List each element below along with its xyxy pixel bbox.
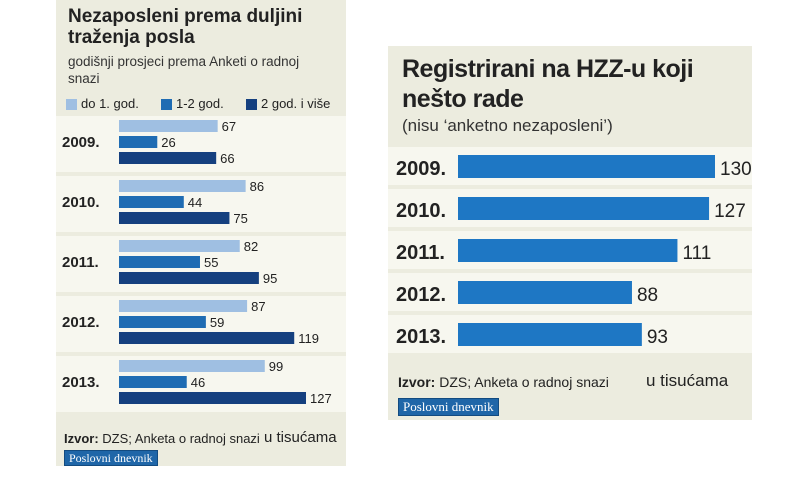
- left-unit-label: u tisućama: [264, 429, 337, 446]
- bar-value-label: 87: [251, 299, 265, 314]
- bar: [458, 155, 715, 178]
- legend-label: do 1. god.: [81, 96, 139, 111]
- left-source: Izvor: DZS; Anketa o radnoj snazi: [64, 431, 260, 446]
- right-chart-subtitle: (nisu ‘anketno nezaposleni’): [402, 116, 613, 135]
- bar: [119, 300, 248, 312]
- bar: [458, 197, 710, 220]
- left-bar-chart: 67 26 66 2009. 86 44 75 2010. 82 55 95 2011. 87 59 119…: [56, 116, 346, 412]
- bar: [458, 281, 632, 304]
- right-chart-panel: Registrirani na HZZ-u koji nešto rade (n…: [388, 46, 752, 420]
- bar-value-label: 99: [269, 359, 283, 374]
- source-text: DZS; Anketa o radnoj snazi: [435, 374, 609, 390]
- bar: [119, 196, 184, 208]
- bar-value-label: 127: [714, 201, 746, 222]
- bar-value-label: 119: [298, 331, 319, 346]
- bar-value-label: 111: [682, 243, 711, 264]
- bar-value-label: 26: [161, 135, 175, 150]
- bar: [119, 392, 306, 404]
- category-label: 2009.: [396, 158, 446, 180]
- category-label: 2012.: [62, 314, 100, 331]
- bar: [458, 323, 642, 346]
- right-unit-label: u tisućama: [646, 371, 729, 390]
- bar-value-label: 88: [637, 285, 658, 306]
- bar-value-label: 59: [210, 315, 224, 330]
- bar-value-label: 75: [233, 211, 247, 226]
- bar: [119, 256, 200, 268]
- bar: [119, 272, 259, 284]
- right-bar-chart: 130 2009. 127 2010. 111 2011. 88 2012. 93 2013.: [388, 147, 752, 353]
- bar-value-label: 55: [204, 255, 218, 270]
- legend-swatch-mid: [161, 99, 172, 110]
- bar: [119, 376, 187, 388]
- left-chart-subtitle: godišnji prosjeci prema Anketi o radnoj …: [68, 54, 300, 86]
- bar: [119, 152, 217, 164]
- category-label: 2013.: [396, 326, 446, 348]
- bar: [119, 180, 246, 192]
- bar-value-label: 67: [222, 119, 236, 134]
- left-chart-legend: do 1. god. 1-2 god. 2 god. i više: [66, 96, 346, 112]
- bar: [119, 240, 240, 252]
- category-label: 2011.: [396, 242, 445, 264]
- right-publisher-logo: Poslovni dnevnik: [398, 398, 499, 416]
- bar-value-label: 86: [250, 179, 264, 194]
- category-label: 2013.: [62, 374, 100, 391]
- legend-label: 2 god. i više: [261, 96, 331, 111]
- bar-value-label: 44: [188, 195, 202, 210]
- bar-value-label: 130: [720, 159, 752, 180]
- category-label: 2009.: [62, 134, 100, 151]
- bar-value-label: 93: [647, 327, 668, 348]
- bar: [119, 136, 158, 148]
- legend-swatch-dark: [246, 99, 257, 110]
- source-text: DZS; Anketa o radnoj snazi: [98, 431, 260, 446]
- bar: [119, 360, 265, 372]
- source-prefix: Izvor:: [64, 431, 99, 446]
- bar-value-label: 82: [244, 239, 258, 254]
- category-label: 2011.: [62, 254, 99, 271]
- right-source: Izvor: DZS; Anketa o radnoj snazi: [398, 374, 609, 390]
- bar-value-label: 127: [310, 391, 332, 406]
- category-label: 2010.: [62, 194, 100, 211]
- legend-label: 1-2 god.: [176, 96, 224, 111]
- bar: [458, 239, 678, 262]
- bar: [119, 332, 295, 344]
- left-chart-panel: Nezaposleni prema duljini traženja posla…: [56, 0, 346, 466]
- right-chart-title: Registrirani na HZZ-u koji nešto rade: [402, 55, 694, 113]
- bar: [119, 212, 230, 224]
- legend-swatch-light: [66, 99, 77, 110]
- bar-value-label: 46: [191, 375, 205, 390]
- source-prefix: Izvor:: [398, 374, 436, 390]
- left-chart-title: Nezaposleni prema duljini traženja posla: [68, 6, 303, 48]
- bar-value-label: 66: [220, 151, 234, 166]
- category-label: 2012.: [396, 284, 446, 306]
- bar-value-label: 95: [263, 271, 277, 286]
- left-publisher-logo: Poslovni dnevnik: [64, 450, 158, 466]
- bar: [119, 316, 206, 328]
- bar: [119, 120, 218, 132]
- category-label: 2010.: [396, 200, 446, 222]
